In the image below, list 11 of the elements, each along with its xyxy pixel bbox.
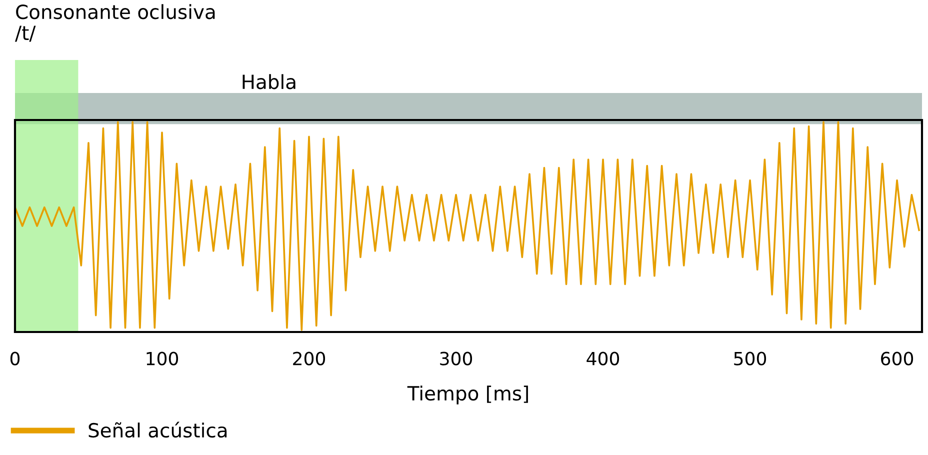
band-label: Consonante oclusiva /t/: [15, 4, 215, 42]
x-tick-label: 500: [734, 352, 766, 366]
band-label: Habla: [242, 74, 296, 90]
x-tick-label: 0: [10, 352, 20, 366]
x-tick-label: 300: [440, 352, 472, 366]
x-tick-label: 200: [293, 352, 326, 366]
x-tick-label: 600: [881, 352, 914, 366]
x-axis-title: Tiempo [ms]: [407, 386, 528, 404]
x-tick-label: 400: [586, 352, 620, 366]
x-tick-label: 100: [146, 352, 178, 366]
legend-label: Señal acústica: [88, 422, 227, 438]
